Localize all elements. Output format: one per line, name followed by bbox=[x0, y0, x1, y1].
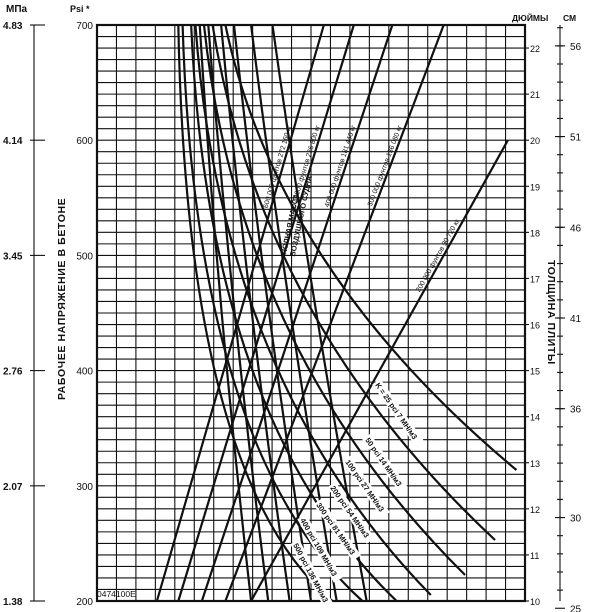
load-line bbox=[250, 139, 509, 602]
mpa-tick-label: 3.45 bbox=[3, 251, 23, 262]
inch-tick-label: 16 bbox=[530, 321, 540, 331]
psi-tick-label: 200 bbox=[76, 597, 93, 608]
load-line-label: 400 000 фунтов 181 440 кг bbox=[324, 124, 358, 208]
cm-tick-label: 46 bbox=[570, 223, 582, 234]
k-curve-label-text: K = 25 pci 7 МН/м3 bbox=[373, 381, 419, 441]
k-curve bbox=[177, 24, 334, 602]
mpa-axis-unit: МПа bbox=[6, 4, 28, 15]
inch-tick-label: 11 bbox=[530, 551, 539, 561]
k-curve bbox=[194, 24, 432, 596]
load-line-label: 600 000 фунтов 272 160 кг bbox=[263, 124, 294, 209]
cm-tick-label: 30 bbox=[570, 514, 582, 525]
mpa-tick-label: 2.76 bbox=[3, 367, 23, 378]
psi-tick-label: 500 bbox=[76, 251, 93, 262]
inch-tick-label: 22 bbox=[530, 44, 540, 54]
psi-tick-label: 700 bbox=[76, 21, 93, 32]
inch-axis-unit: ДЮЙМЫ bbox=[512, 12, 548, 23]
inch-tick-label: 13 bbox=[530, 459, 540, 469]
mpa-tick-label: 1.38 bbox=[3, 597, 23, 608]
cm-tick-label: 36 bbox=[570, 405, 582, 416]
inch-tick-label: 19 bbox=[530, 182, 540, 192]
load-line-label-text: 300 000 фунтов 136 080 кг bbox=[367, 124, 404, 207]
cm-tick-label: 56 bbox=[570, 42, 582, 53]
inch-tick-label: 10 bbox=[530, 597, 540, 607]
mpa-tick-label: 4.14 bbox=[3, 136, 23, 147]
k-curve bbox=[224, 24, 518, 471]
psi-tick-label: 600 bbox=[76, 136, 93, 147]
k-curve bbox=[202, 24, 466, 576]
figure-code: 0474100E bbox=[97, 589, 136, 599]
thickness-curve bbox=[232, 24, 313, 602]
mpa-tick-label: 2.07 bbox=[3, 482, 23, 493]
thickness-curve bbox=[198, 24, 253, 602]
psi-tick-label: 400 bbox=[76, 367, 93, 378]
psi-axis-unit: Psi * bbox=[70, 4, 90, 14]
mpa-tick-label: 4.83 bbox=[3, 21, 23, 32]
load-line bbox=[155, 24, 325, 602]
psi-tick-label: 300 bbox=[76, 482, 93, 493]
load-line bbox=[177, 24, 355, 602]
inch-tick-label: 20 bbox=[530, 136, 540, 146]
inch-tick-label: 18 bbox=[530, 228, 540, 238]
inch-tick-label: 17 bbox=[530, 274, 540, 284]
cm-axis-unit: СМ bbox=[563, 13, 576, 23]
cm-tick-label: 41 bbox=[570, 314, 582, 325]
load-line bbox=[200, 24, 394, 602]
cm-tick-label: 25 bbox=[570, 604, 582, 612]
inch-tick-label: 12 bbox=[530, 505, 540, 515]
load-line-label-text: 600 000 фунтов 272 160 кг bbox=[263, 124, 294, 209]
right-axis-title: ТОЛЩИНА ПЛИТЫ bbox=[545, 260, 557, 365]
inch-tick-label: 15 bbox=[530, 367, 540, 377]
k-curve bbox=[211, 24, 496, 541]
inch-tick-label: 14 bbox=[530, 413, 540, 423]
inch-tick-label: 21 bbox=[530, 90, 540, 100]
chart-grid bbox=[96, 24, 526, 602]
y-axis-title: РАБОЧЕЕ НАПРЯЖЕНИЕ В БЕТОНЕ bbox=[56, 198, 68, 400]
load-line-label: 300 000 фунтов 136 080 кг bbox=[367, 124, 404, 207]
load-line-label-text: 400 000 фунтов 181 440 кг bbox=[324, 124, 358, 208]
mpa-axis: МПа bbox=[6, 4, 35, 601]
cm-tick-label: 51 bbox=[570, 133, 582, 144]
